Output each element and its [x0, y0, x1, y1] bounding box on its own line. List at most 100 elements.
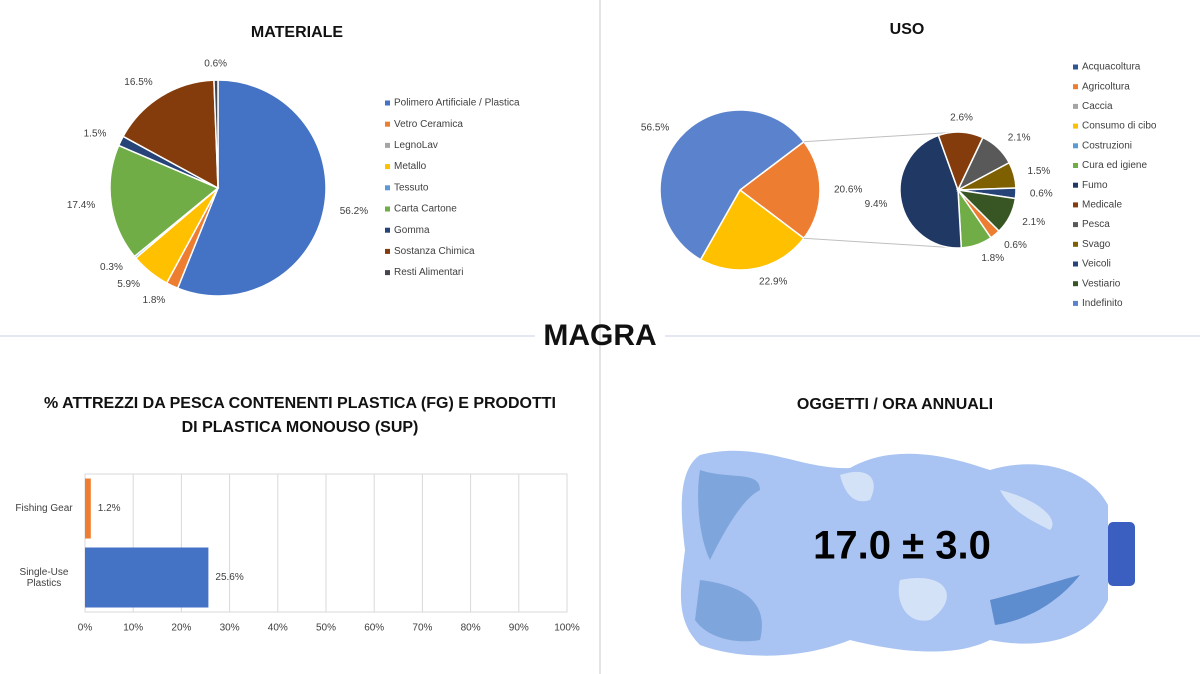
x-tick-label: 30% [220, 623, 240, 634]
plot-border [84, 473, 568, 613]
bottle [680, 450, 1135, 656]
data-label: 1.5% [84, 129, 107, 140]
legend-label: Agricoltura [1082, 81, 1130, 92]
bottle-shade [698, 470, 760, 560]
bottle-highlight [898, 578, 947, 621]
legend-label: LegnoLav [394, 140, 438, 151]
legend-swatch [385, 142, 390, 148]
legend-label: Vetro Ceramica [394, 119, 463, 130]
x-tick-label: 10% [123, 623, 143, 634]
pie-slice [955, 188, 1017, 233]
connector [803, 131, 959, 143]
x-tick-label: 70% [412, 623, 432, 634]
data-label: 2.6% [950, 113, 973, 124]
x-tick-label: 90% [509, 623, 529, 634]
x-tick-label: 50% [316, 623, 336, 634]
pie-slice [109, 144, 220, 258]
data-label: 1.8% [981, 253, 1004, 264]
data-label: 2.1% [1008, 133, 1031, 144]
legend-swatch [1073, 103, 1078, 109]
legend-swatch [1073, 182, 1078, 188]
data-label: 25.6% [215, 572, 243, 583]
pie-slice [699, 188, 805, 271]
legend-swatch [385, 248, 390, 254]
legend-label: Gomma [394, 225, 430, 236]
legend-swatch [385, 121, 390, 127]
legend-label: Sostanza Chimica [394, 246, 475, 257]
pie-slice [659, 109, 805, 261]
legend-label: Polimero Artificiale / Plastica [394, 98, 520, 109]
legend-swatch [385, 185, 390, 191]
legend-label: Consumo di cibo [1082, 121, 1157, 132]
legend-swatch [1073, 163, 1078, 168]
data-label: 0.3% [100, 262, 123, 273]
bar [85, 478, 91, 539]
legend-label: Metallo [394, 161, 427, 172]
data-label: 1.8% [143, 295, 166, 306]
legend-label: Veicoli [1082, 259, 1111, 270]
legend-label: Caccia [1082, 101, 1113, 112]
chart-title: MATERIALE [251, 24, 343, 41]
data-label: 20.6% [834, 185, 862, 196]
legend-label: Vestiario [1082, 278, 1121, 289]
bar [85, 547, 209, 608]
legend-swatch [1073, 84, 1078, 90]
data-label: 56.5% [641, 123, 669, 134]
legend-swatch [385, 206, 390, 212]
legend-swatch [385, 100, 390, 106]
legend-swatch [1073, 202, 1078, 208]
data-label: 0.6% [1030, 189, 1053, 200]
y-tick-label: Fishing Gear [15, 503, 73, 514]
pie-slice [899, 134, 963, 249]
legend-label: Medicale [1082, 200, 1122, 211]
legend-label: Indefinito [1082, 298, 1123, 309]
legend-label: Tessuto [394, 182, 429, 193]
legend-swatch [385, 270, 390, 276]
legend-label: Carta Cartone [394, 204, 457, 215]
legend-label: Resti Alimentari [394, 267, 463, 278]
page-title: MAGRA [543, 319, 656, 352]
legend-swatch [385, 164, 390, 170]
legend-label: Costruzioni [1082, 140, 1132, 151]
legend-swatch [1073, 281, 1078, 287]
legend-label: Pesca [1082, 219, 1110, 230]
data-label: 0.6% [204, 59, 227, 70]
x-tick-label: 40% [268, 623, 288, 634]
data-label: 2.1% [1022, 217, 1045, 228]
legend-swatch [1073, 222, 1078, 228]
x-tick-label: 100% [554, 623, 580, 634]
legend-swatch [1073, 123, 1078, 129]
pie-slice [176, 79, 327, 297]
legend-swatch [1073, 241, 1078, 247]
pie-slice [213, 79, 219, 189]
bottle-highlight [1000, 490, 1053, 530]
legend-swatch [1073, 143, 1078, 149]
data-label: 16.5% [124, 77, 152, 88]
bottle-highlight [840, 471, 874, 502]
data-label: 17.4% [67, 200, 95, 211]
bottle-shade [990, 575, 1080, 625]
data-label: 9.4% [865, 199, 888, 210]
x-tick-label: 60% [364, 623, 384, 634]
data-label: 22.9% [759, 277, 787, 288]
legend-swatch [385, 227, 390, 233]
data-label: 1.5% [1028, 166, 1051, 177]
chart-title: % ATTREZZI DA PESCA CONTENENTI PLASTICA … [44, 395, 556, 436]
legend-swatch [1073, 64, 1078, 70]
legend-label: Fumo [1082, 180, 1108, 191]
pie-slice [738, 140, 821, 240]
stat-value: 17.0 ± 3.0 [813, 524, 991, 568]
data-label: 5.9% [117, 279, 140, 290]
data-label: 1.2% [98, 503, 121, 514]
x-tick-label: 0% [78, 623, 93, 634]
x-tick-label: 20% [171, 623, 191, 634]
y-tick-label: Single-Use Plastics [19, 566, 69, 589]
legend-label: Acquacoltura [1082, 62, 1141, 73]
stat-title: OGGETTI / ORA ANNUALI [797, 396, 993, 413]
connector [803, 237, 959, 249]
bottle-cap [1108, 522, 1135, 586]
data-label: 56.2% [340, 206, 368, 217]
chart-title: USO [890, 21, 925, 38]
